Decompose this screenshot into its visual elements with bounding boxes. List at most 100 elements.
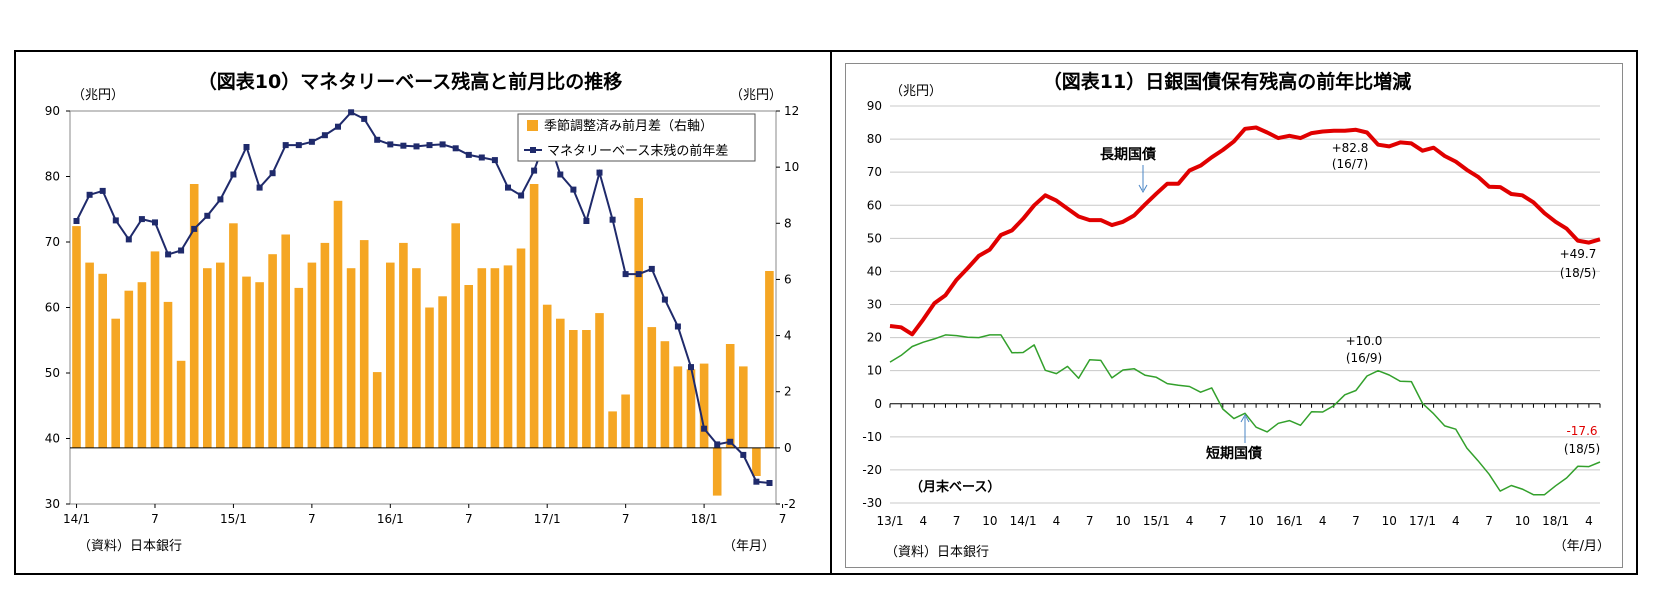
line-monetary-base-yoy [75,111,770,484]
bar-monthly-change [255,282,264,448]
point-monetary-base-yoy [518,192,525,199]
x-axis-tick-label: 10 [1248,514,1263,528]
annotation-long-latest-period: (18/5) [1560,266,1596,280]
x-axis-tick-label: 14/1 [1010,514,1037,528]
x-axis-tick-label: 10 [1115,514,1130,528]
right-axis-tick-label: 2 [784,385,792,399]
y-axis-tick-label: 30 [867,298,882,312]
figure-frame [14,50,1638,575]
left-axis-tick-label: 30 [45,497,60,511]
point-monetary-base-yoy [165,251,172,258]
x-axis-tick-label: 16/1 [377,512,404,526]
bar-monthly-change [333,200,343,448]
x-axis-tick-label: 7 [1219,514,1227,528]
x-axis-tick-label: 7 [151,512,159,526]
point-monetary-base-yoy [674,323,681,330]
bar-monthly-change [203,268,212,448]
bar-monthly-change [673,366,683,448]
bar-monthly-change [503,265,513,448]
bar-monthly-change [137,282,147,448]
x-axis-tick-label: 18/1 [1542,514,1569,528]
legend-bar-label: 季節調整済み前月差（右軸） [544,118,713,134]
right-axis-tick-label: 8 [784,216,792,230]
point-monetary-base-yoy [86,191,93,198]
bar-monthly-change [699,363,709,448]
x-axis-tick-label: 7 [308,512,316,526]
bar-monthly-change [608,411,617,448]
point-monetary-base-yoy [361,115,368,122]
annotation-long-peak-period: (16/7) [1332,157,1368,171]
x-axis-tick-label: 7 [1485,514,1493,528]
point-monetary-base-yoy [191,225,198,232]
y-axis-tick-label: 80 [867,132,882,146]
point-monetary-base-yoy [648,265,655,272]
bar-monthly-change [386,262,395,448]
bar-monthly-change [725,344,735,448]
chart2-x-unit: （年/月） [1554,539,1610,554]
point-monetary-base-yoy [99,187,106,194]
point-monetary-base-yoy [204,212,211,219]
x-axis-tick-label: 7 [622,512,630,526]
annotation-short-latest-value: -17.6 [1566,424,1597,438]
point-monetary-base-yoy [714,441,721,448]
x-axis-tick-label: 13/1 [877,514,904,528]
chart1-right-unit: （兆円） [730,88,782,103]
point-monetary-base-yoy [374,136,381,143]
bar-monthly-change [320,242,330,448]
right-axis-tick-label: 10 [784,160,799,174]
bar-monthly-change [739,366,748,448]
point-monetary-base-yoy [282,142,289,149]
y-axis-tick-label: 60 [867,198,882,212]
point-monetary-base-yoy [138,216,145,223]
point-monetary-base-yoy [452,145,459,152]
y-axis-tick-label: 70 [867,165,882,179]
bar-monthly-change [412,268,421,448]
bar-monthly-change [752,447,761,476]
panel-divider [830,50,832,575]
point-monetary-base-yoy [661,296,668,303]
chart2-source: （資料）日本銀行 [885,545,989,560]
bar-monthly-change [124,290,134,448]
x-axis-tick-label: 4 [1319,514,1327,528]
chart2-note: （月末ベース） [910,479,1000,495]
bar-monthly-change [163,301,173,448]
bar-monthly-change [660,341,670,448]
legend-line-marker [530,147,536,153]
bar-monthly-change [516,248,526,448]
point-monetary-base-yoy [308,138,315,145]
point-monetary-base-yoy [426,142,433,149]
point-monetary-base-yoy [243,144,250,150]
bar-monthly-change [176,360,186,448]
point-monetary-base-yoy [321,132,328,139]
series-label-short-term: 短期国債 [1206,445,1262,462]
point-monetary-base-yoy [727,438,734,445]
right-axis-tick-label: 6 [784,272,792,286]
y-axis-tick-label: 0 [874,397,882,411]
x-axis-tick-label: 10 [1382,514,1397,528]
x-axis-tick-label: 7 [465,512,473,526]
bar-monthly-change [242,276,251,448]
point-monetary-base-yoy [230,171,237,178]
point-monetary-base-yoy [348,109,355,116]
bar-monthly-change [647,327,657,448]
y-axis-tick-label: -10 [862,430,882,444]
point-monetary-base-yoy [740,451,747,458]
x-axis-tick-label: 17/1 [1409,514,1436,528]
point-monetary-base-yoy [701,425,708,432]
point-monetary-base-yoy [622,271,629,278]
right-axis-tick-label: -2 [784,497,796,511]
point-monetary-base-yoy [439,141,446,148]
bar-monthly-change [72,226,81,448]
x-axis-tick-label: 7 [1352,514,1360,528]
bar-monthly-change [490,268,500,448]
bar-monthly-change [189,184,199,448]
point-monetary-base-yoy [557,171,564,178]
point-monetary-base-yoy [400,142,407,149]
y-axis-tick-label: 50 [867,231,882,245]
point-monetary-base-yoy [635,271,642,278]
point-monetary-base-yoy [335,123,341,130]
chart1-source: （資料）日本銀行 [78,539,182,554]
bar-monthly-change [542,304,552,448]
bar-monthly-change [712,447,722,496]
